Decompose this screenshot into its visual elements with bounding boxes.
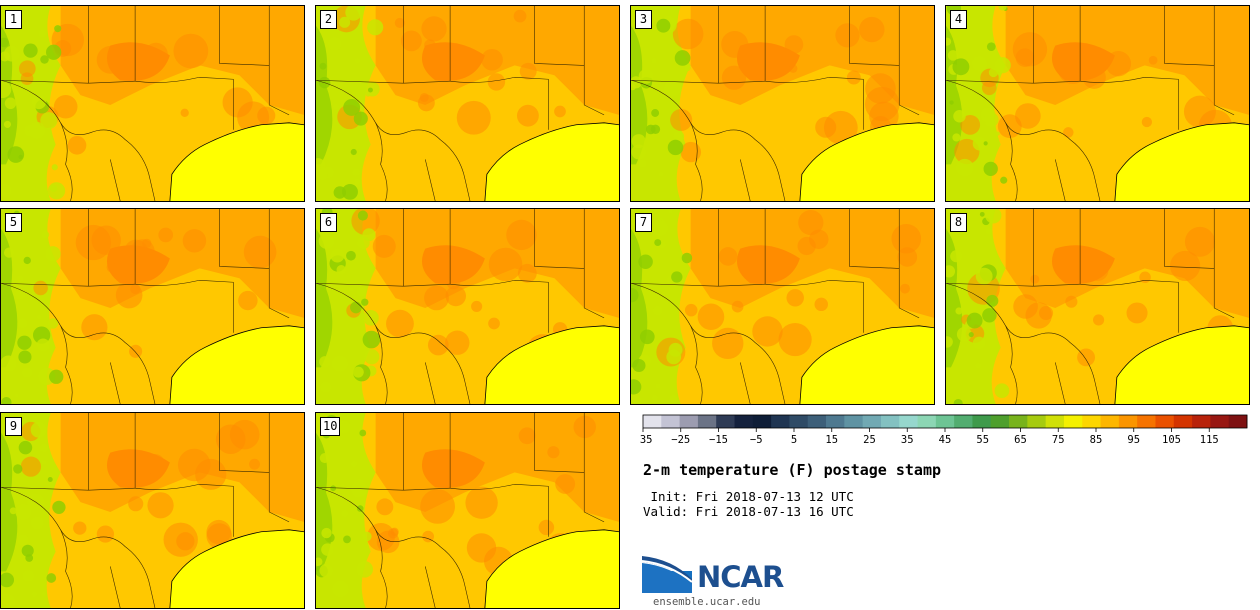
colorbar-tick-label: −25 — [671, 434, 690, 446]
panel-label: 7 — [635, 213, 652, 232]
colorbar-swatch — [1118, 415, 1138, 428]
colorbar-tick-label: 65 — [1014, 434, 1027, 446]
panel-label: 5 — [5, 213, 22, 232]
colorbar-swatch — [1063, 415, 1083, 428]
colorbar-swatch — [1210, 415, 1230, 428]
colorbar-swatch — [972, 415, 992, 428]
colorbar-tick-label: 35 — [901, 434, 914, 446]
colorbar-swatch — [899, 415, 918, 428]
colorbar-swatch — [1173, 415, 1193, 428]
colorbar-swatch — [990, 415, 1010, 428]
colorbar-swatch — [826, 415, 845, 428]
colorbar-swatch — [1100, 415, 1120, 428]
colorbar-swatch — [1192, 415, 1211, 428]
colorbar-swatch — [679, 415, 699, 428]
colorbar-swatch — [1137, 415, 1156, 428]
map-panel-8: 8 — [945, 208, 1250, 405]
map-panel-3: 3 — [630, 5, 935, 202]
colorbar-swatch — [935, 415, 955, 428]
panel-label: 2 — [320, 10, 337, 29]
colorbar-tick-label: 5 — [791, 434, 797, 446]
map-panel-2: 2 — [315, 5, 620, 202]
colorbar-tick-label: 95 — [1127, 434, 1140, 446]
colorbar-swatch — [789, 415, 809, 428]
colorbar-swatch — [661, 415, 680, 428]
colorbar-tick-label: −5 — [750, 434, 763, 446]
map-panel-4: 4 — [945, 5, 1250, 202]
panel-label: 1 — [5, 10, 22, 29]
colorbar-tick-label: 115 — [1200, 434, 1219, 446]
map-panel-1: 1 — [0, 5, 305, 202]
map-panel-7: 7 — [630, 208, 935, 405]
map-panel-5: 5 — [0, 208, 305, 405]
colorbar-tick-label: 75 — [1052, 434, 1065, 446]
logo-text: NCAR — [697, 560, 784, 594]
colorbar-tick-label: 105 — [1162, 434, 1181, 446]
colorbar-tick-label: −15 — [709, 434, 728, 446]
init-time: Init: Fri 2018-07-13 12 UTC — [643, 489, 854, 504]
colorbar-swatch — [771, 415, 790, 428]
colorbar-tick-label: 25 — [863, 434, 876, 446]
colorbar-tick-label: 85 — [1090, 434, 1103, 446]
colorbar-swatch — [807, 415, 827, 428]
chart-title: 2-m temperature (F) postage stamp — [643, 461, 942, 479]
temperature-colorbar: −35 −25 −15 −5 5 15 25 35 45 55 65 75 85 95 105 115 — [640, 414, 1248, 446]
colorbar-tick-label: 55 — [976, 434, 989, 446]
colorbar-swatch — [1045, 415, 1065, 428]
ncar-logo-icon — [642, 556, 693, 593]
colorbar-swatch — [1082, 415, 1101, 428]
map-panel-6: 6 — [315, 208, 620, 405]
colorbar-swatch — [734, 415, 754, 428]
colorbar-tick-label: 45 — [939, 434, 952, 446]
colorbar-swatch — [954, 415, 973, 428]
map-panel-10: 10 — [315, 412, 620, 609]
panel-label: 4 — [950, 10, 967, 29]
panel-label: 10 — [320, 417, 341, 436]
colorbar-swatch — [716, 415, 735, 428]
valid-time: Valid: Fri 2018-07-13 16 UTC — [643, 504, 854, 519]
colorbar-swatch — [1009, 415, 1028, 428]
colorbar-swatch — [1027, 415, 1047, 428]
panel-label: 9 — [5, 417, 22, 436]
colorbar-tick-label: −35 — [640, 434, 652, 446]
map-panel-9: 9 — [0, 412, 305, 609]
colorbar-swatch — [752, 415, 772, 428]
colorbar-swatch — [1155, 415, 1175, 428]
colorbar-swatch — [862, 415, 882, 428]
colorbar-swatch — [844, 415, 864, 428]
panel-label: 3 — [635, 10, 652, 29]
panel-label: 8 — [950, 213, 967, 232]
colorbar-swatch — [697, 415, 717, 428]
colorbar-swatch — [917, 415, 937, 428]
panel-label: 6 — [320, 213, 337, 232]
colorbar-swatch — [880, 415, 900, 428]
colorbar-swatch — [643, 415, 662, 428]
colorbar-tick-label: 15 — [825, 434, 838, 446]
colorbar-swatch — [1228, 415, 1248, 428]
logo-url: ensemble.ucar.edu — [653, 596, 761, 608]
